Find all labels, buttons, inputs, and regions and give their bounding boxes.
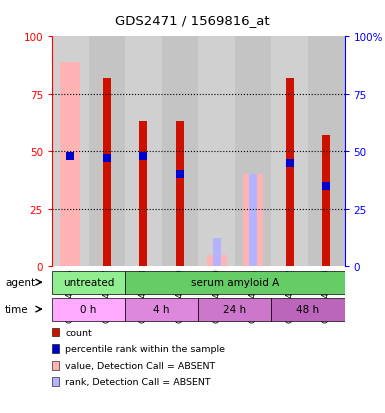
Bar — [206, 255, 227, 266]
Text: percentile rank within the sample: percentile rank within the sample — [65, 344, 225, 353]
Bar — [286, 78, 294, 266]
Bar — [198, 37, 235, 266]
Bar — [308, 37, 345, 266]
Bar — [271, 298, 345, 321]
Bar — [89, 37, 125, 266]
Bar — [176, 171, 184, 179]
Text: 4 h: 4 h — [154, 304, 170, 314]
Text: count: count — [65, 328, 92, 337]
Bar — [125, 37, 162, 266]
Bar — [235, 37, 271, 266]
Bar — [125, 271, 345, 294]
Bar — [125, 298, 198, 321]
Bar — [103, 78, 111, 266]
Text: agent: agent — [5, 278, 35, 287]
Bar — [139, 122, 147, 266]
Text: 24 h: 24 h — [223, 304, 246, 314]
Bar — [213, 239, 221, 266]
Text: 0 h: 0 h — [80, 304, 97, 314]
Bar — [103, 154, 111, 163]
Bar — [139, 152, 147, 160]
Bar — [271, 37, 308, 266]
Bar — [162, 37, 198, 266]
Bar — [60, 62, 80, 266]
Bar — [243, 175, 263, 266]
Bar — [286, 159, 294, 167]
Bar — [322, 136, 330, 266]
Text: serum amyloid A: serum amyloid A — [191, 277, 279, 287]
Text: rank, Detection Call = ABSENT: rank, Detection Call = ABSENT — [65, 377, 211, 386]
Text: value, Detection Call = ABSENT: value, Detection Call = ABSENT — [65, 361, 215, 370]
Text: time: time — [5, 304, 28, 314]
Bar — [176, 122, 184, 266]
Bar — [52, 298, 125, 321]
Text: 48 h: 48 h — [296, 304, 320, 314]
Text: GDS2471 / 1569816_at: GDS2471 / 1569816_at — [115, 14, 270, 27]
Bar — [322, 182, 330, 190]
Bar — [249, 175, 257, 266]
Bar — [66, 152, 74, 160]
Bar — [52, 271, 125, 294]
Text: untreated: untreated — [63, 277, 114, 287]
Bar — [52, 37, 89, 266]
Bar — [198, 298, 271, 321]
